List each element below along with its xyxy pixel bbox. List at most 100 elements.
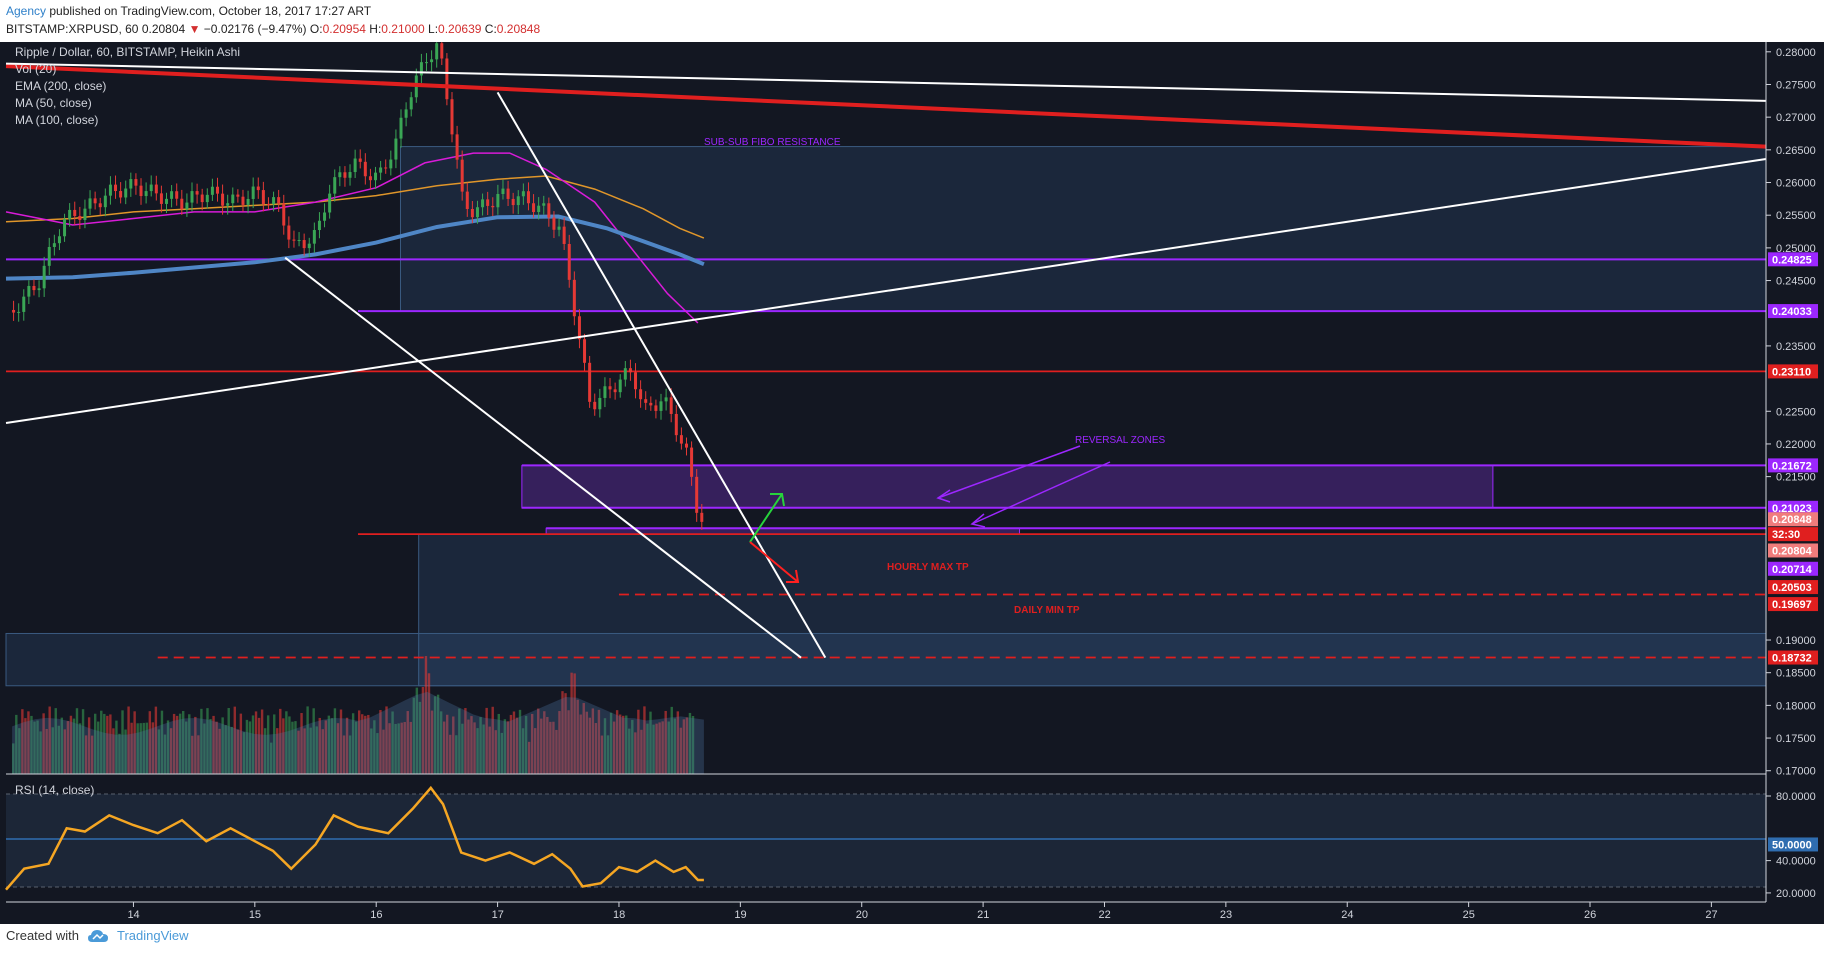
volume-bar	[257, 717, 261, 774]
volume-bar	[476, 728, 479, 774]
volume-bar	[461, 723, 464, 774]
volume-bar	[655, 723, 658, 774]
candle-body	[149, 184, 153, 192]
volume-bar	[612, 721, 616, 774]
volume-bar	[309, 727, 312, 774]
price-tick-label-11: 0.21500	[1776, 472, 1816, 484]
candle-body	[664, 397, 668, 402]
volume-bar	[615, 710, 619, 774]
candle-body	[644, 399, 648, 403]
green-arrow-shaft	[749, 493, 783, 543]
volume-bar	[358, 710, 361, 774]
volume-bar	[382, 729, 385, 774]
hourly-note: HOURLY MAX TP	[887, 562, 969, 573]
candle-body	[266, 203, 270, 205]
price-badge-label-10: 0.19697	[1772, 599, 1812, 611]
candle-body	[679, 435, 683, 444]
volume-bar	[27, 711, 30, 774]
candle-body	[292, 239, 296, 241]
volume-bar	[285, 711, 288, 774]
candle-body	[552, 217, 556, 230]
volume-bar	[618, 714, 622, 774]
volume-bar	[227, 708, 230, 774]
candle-body	[450, 99, 454, 135]
volume-bar	[36, 720, 39, 774]
candle-body	[170, 191, 174, 199]
red-arrow-shaft	[749, 541, 799, 583]
volume-bar	[345, 717, 349, 774]
volume-bar	[594, 723, 598, 774]
candle-body	[210, 186, 214, 195]
volume-bar	[218, 728, 221, 774]
candle-body	[501, 188, 505, 195]
candle-body	[562, 226, 566, 244]
volume-bar	[197, 735, 200, 774]
volume-bar	[230, 726, 233, 774]
tradingview-link[interactable]: TradingView	[116, 928, 189, 943]
candle-body	[379, 167, 383, 173]
candle-body	[700, 512, 704, 522]
candle-body	[613, 389, 617, 393]
volume-bar	[300, 713, 303, 774]
annotations-layer: SUB-SUB FIBO RESISTANCE REVERSAL ZONES H…	[704, 137, 1166, 616]
volume-bar	[470, 716, 473, 774]
open-label: O:	[309, 22, 323, 36]
legend: Ripple / Dollar, 60, BITSTAMP, Heikin As…	[15, 45, 240, 127]
candle-body	[246, 198, 250, 205]
candle-body	[496, 194, 500, 208]
candle-body	[465, 191, 469, 209]
candle-body	[572, 279, 576, 317]
volume-bar	[315, 726, 318, 774]
volume-bar	[512, 711, 516, 774]
volume-bar	[166, 720, 170, 774]
volume-bar	[87, 717, 91, 774]
price-tick-label-3: 0.26500	[1776, 145, 1816, 157]
volume-bar	[273, 714, 276, 774]
volume-bar	[160, 710, 164, 774]
volume-bar	[48, 706, 51, 774]
author-link[interactable]: Agency	[6, 4, 47, 18]
volume-bar	[321, 729, 324, 774]
volume-bar	[603, 718, 607, 774]
price-chart[interactable]: SUB-SUB FIBO RESISTANCE REVERSAL ZONES H…	[0, 42, 1824, 924]
volume-bar	[306, 706, 309, 774]
volume-bar	[15, 714, 18, 774]
time-tick-label-10: 24	[1341, 909, 1353, 921]
candle-body	[103, 195, 107, 208]
price-badge-6	[1768, 527, 1818, 542]
candle-body	[425, 62, 429, 64]
candle-body	[68, 209, 72, 220]
volume-bar	[57, 725, 60, 774]
candle-body	[317, 220, 321, 231]
candle-body	[42, 265, 46, 289]
volume-bar	[112, 728, 115, 774]
publish-info: published on TradingView.com, October 18…	[46, 4, 372, 18]
volume-bar	[555, 729, 558, 774]
trendline-0	[5, 64, 1767, 149]
volume-bar	[127, 706, 130, 774]
price-badge-5	[1768, 512, 1818, 527]
volume-bar	[182, 711, 185, 774]
arrows-layer	[749, 445, 1111, 583]
volume-bar	[649, 711, 652, 774]
candle-body	[481, 199, 485, 208]
volume-bar	[427, 673, 431, 774]
volume-bar	[597, 709, 601, 774]
volume-bar	[142, 722, 145, 774]
volume-bar	[172, 713, 176, 774]
price-tick-label-8: 0.23500	[1776, 341, 1816, 353]
volume-bar	[691, 716, 695, 774]
candle-body	[618, 379, 622, 393]
price-badge-4	[1768, 500, 1818, 515]
price-badge-label-5: 0.20848	[1772, 514, 1812, 526]
time-tick-label-2: 16	[370, 909, 382, 921]
volume-bar	[682, 719, 686, 774]
volume-bar	[652, 724, 655, 774]
volume-bar	[233, 706, 236, 774]
down-arrow-icon: ▼	[188, 22, 201, 36]
close-label: C:	[484, 22, 497, 36]
volume-bar	[60, 717, 64, 774]
volume-bar	[606, 735, 610, 774]
candle-body	[455, 134, 459, 160]
candle-body	[430, 59, 434, 63]
